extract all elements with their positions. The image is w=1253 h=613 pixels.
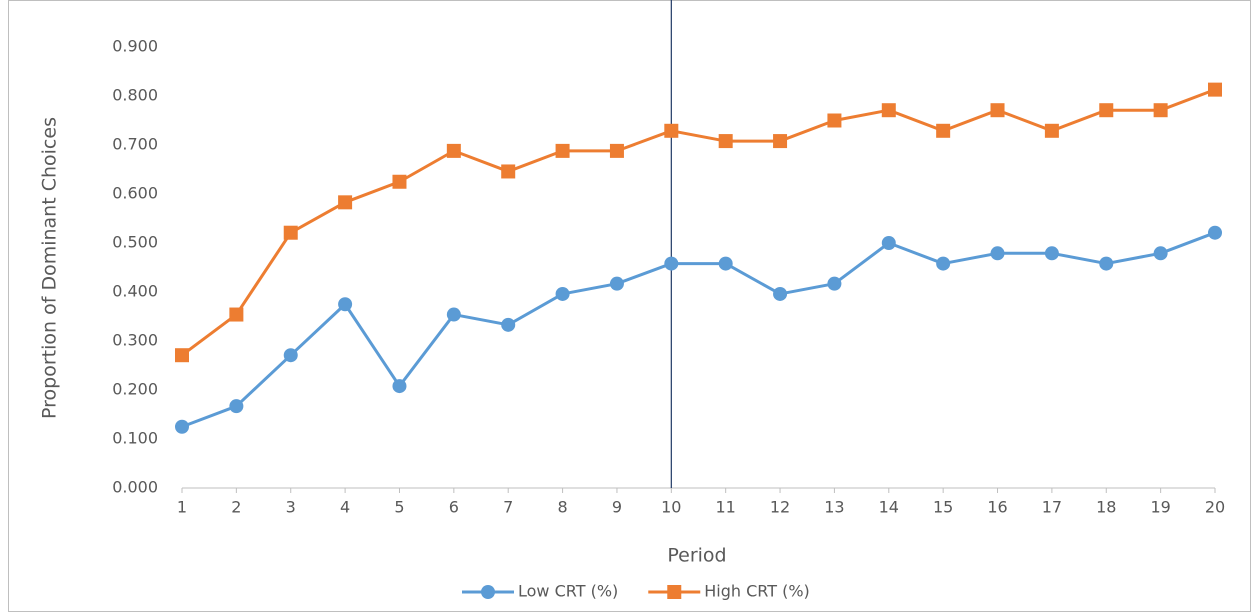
x-tick-label: 2 bbox=[231, 498, 241, 517]
marker bbox=[175, 419, 189, 434]
x-tick-label: 4 bbox=[340, 498, 350, 517]
x-tick-label: 11 bbox=[716, 498, 736, 517]
marker bbox=[1208, 82, 1222, 97]
legend-label: Low CRT (%) bbox=[518, 582, 618, 601]
marker bbox=[1099, 256, 1114, 271]
y-axis-title: Proportion of Dominant Choices bbox=[39, 117, 61, 419]
marker bbox=[773, 134, 788, 149]
marker bbox=[446, 143, 461, 158]
x-tick-label: 1 bbox=[177, 498, 187, 517]
marker bbox=[609, 143, 624, 158]
y-tick-label: 0.800 bbox=[112, 86, 158, 105]
marker bbox=[827, 113, 842, 128]
marker bbox=[773, 286, 788, 301]
marker bbox=[881, 236, 896, 250]
x-tick-label: 3 bbox=[286, 498, 296, 517]
x-tick-label: 8 bbox=[557, 498, 567, 517]
series-line bbox=[181, 231, 1216, 429]
y-tick-label: 0.500 bbox=[112, 233, 158, 252]
marker bbox=[936, 256, 951, 271]
marker bbox=[501, 164, 516, 179]
x-tick-label: 14 bbox=[879, 498, 899, 517]
marker bbox=[283, 348, 298, 363]
marker bbox=[1208, 225, 1222, 240]
marker bbox=[446, 307, 461, 322]
marker bbox=[1153, 103, 1168, 118]
marker bbox=[555, 143, 570, 158]
y-tick-label: 0.600 bbox=[112, 184, 158, 203]
marker bbox=[990, 103, 1005, 118]
marker bbox=[1044, 123, 1059, 138]
marker bbox=[338, 297, 353, 312]
y-tick-label: 0.400 bbox=[112, 282, 158, 301]
marker bbox=[229, 307, 244, 322]
y-tick-label: 0.300 bbox=[112, 331, 158, 350]
x-tick-label: 18 bbox=[1096, 498, 1116, 517]
x-tick-label: 9 bbox=[612, 498, 622, 517]
series-line bbox=[181, 88, 1216, 357]
x-tick-label: 6 bbox=[449, 498, 459, 517]
chart-border bbox=[8, 0, 1251, 612]
marker bbox=[609, 276, 624, 291]
y-tick-label: 0.200 bbox=[112, 380, 158, 399]
y-tick-label: 0.000 bbox=[112, 478, 158, 497]
marker bbox=[501, 317, 516, 332]
x-tick-label: 16 bbox=[987, 498, 1007, 517]
marker bbox=[827, 276, 842, 291]
marker bbox=[881, 103, 896, 118]
marker bbox=[392, 174, 407, 189]
x-axis-title: Period bbox=[667, 545, 726, 567]
x-tick-label: 7 bbox=[503, 498, 513, 517]
marker bbox=[555, 286, 570, 301]
marker bbox=[392, 379, 407, 394]
marker bbox=[664, 256, 679, 271]
x-tick-label: 19 bbox=[1150, 498, 1170, 517]
y-tick-label: 0.100 bbox=[112, 429, 158, 448]
marker bbox=[229, 399, 244, 414]
marker bbox=[718, 134, 733, 149]
x-tick-label: 12 bbox=[770, 498, 790, 517]
marker bbox=[664, 123, 679, 138]
marker bbox=[1099, 103, 1114, 118]
marker bbox=[175, 348, 189, 363]
marker bbox=[1153, 246, 1168, 261]
legend-marker bbox=[481, 585, 495, 599]
x-tick-label: 15 bbox=[933, 498, 953, 517]
x-tick-label: 20 bbox=[1205, 498, 1225, 517]
marker bbox=[718, 256, 733, 271]
marker bbox=[1044, 246, 1059, 261]
legend-marker bbox=[667, 585, 682, 599]
marker bbox=[990, 246, 1005, 261]
x-tick-label: 13 bbox=[824, 498, 844, 517]
marker bbox=[936, 123, 951, 138]
legend-label: High CRT (%) bbox=[704, 582, 810, 601]
x-tick-label: 17 bbox=[1042, 498, 1062, 517]
marker bbox=[338, 195, 353, 210]
marker bbox=[283, 225, 298, 240]
x-tick-label: 10 bbox=[661, 498, 681, 517]
y-tick-label: 0.900 bbox=[112, 37, 158, 56]
x-tick-label: 5 bbox=[394, 498, 404, 517]
y-tick-label: 0.700 bbox=[112, 135, 158, 154]
